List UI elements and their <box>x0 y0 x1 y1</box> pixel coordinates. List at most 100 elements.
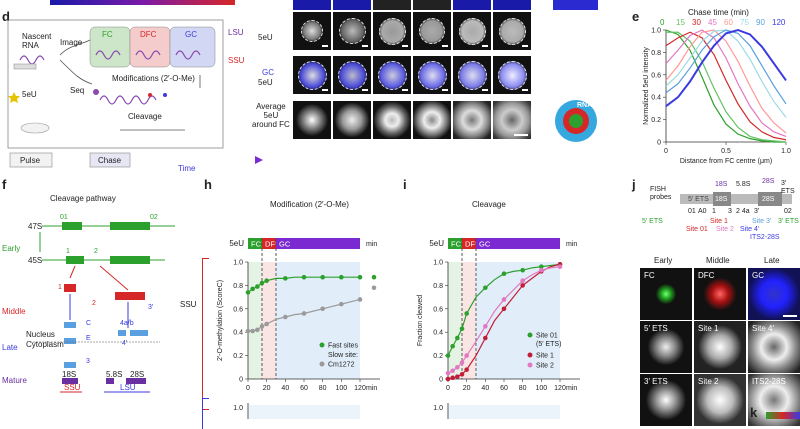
h-point <box>283 276 288 281</box>
h-extra-point <box>371 285 377 291</box>
micro-top-1 <box>293 0 331 10</box>
panel-h-side-label: SSU <box>180 300 197 309</box>
chase-time-0: 0 <box>660 18 665 27</box>
i-bg-GC <box>476 262 560 379</box>
i-point <box>445 370 451 376</box>
site-4ab: 4a/b <box>120 320 134 327</box>
i-point <box>455 335 460 341</box>
label-modifications: Modifications (2′-O-Me) <box>112 74 195 83</box>
j-3ets: 3′ ETS <box>640 374 692 426</box>
panel-d-label: d <box>2 9 10 24</box>
e-ylabel: Normalized 5eU intensity <box>643 47 650 125</box>
label-lsu: LSU <box>228 28 244 37</box>
h-legend-fast-marker <box>319 342 325 348</box>
i-point <box>459 372 465 377</box>
micro-top-5 <box>453 0 491 10</box>
h-ytick-label: 0.8 <box>233 283 243 290</box>
pathway-graphics <box>30 222 175 393</box>
h-point <box>339 274 344 280</box>
h-ytick-label: 0.6 <box>233 306 243 313</box>
h-point <box>250 286 255 292</box>
chase-time-75: 75 <box>740 18 749 27</box>
e-xtick-label: 0.5 <box>721 148 731 155</box>
panel-j-label: j <box>632 177 636 192</box>
e-series-line-15 <box>666 31 787 143</box>
h-extra-point <box>371 274 377 280</box>
panel-h-bracket-2 <box>202 398 209 429</box>
i-legend-s01: Site 01 <box>536 333 558 340</box>
i-point <box>450 375 455 381</box>
map-3: 3 <box>728 208 732 215</box>
micro-5eu-6 <box>493 12 531 50</box>
h-point <box>339 301 344 307</box>
j-gc: GC <box>748 268 800 320</box>
ssu-label: SSU <box>64 383 81 392</box>
e-xtick-label: 0 <box>664 148 668 155</box>
row-label-5eu-2: 5eU <box>258 78 273 87</box>
h-point <box>301 311 307 316</box>
panel-e-chase-times: 0 15 30 45 60 75 90 120 <box>660 18 795 28</box>
map-28s-label: 28S <box>762 196 775 203</box>
micro-gc-2 <box>333 56 371 94</box>
i-xtick-label: 120 <box>554 385 566 392</box>
i-line-0 <box>447 263 561 356</box>
map-01: 01 <box>688 208 696 215</box>
i-phase-FC <box>448 238 462 249</box>
map-18s-label: 18S <box>715 196 728 203</box>
i-ytick-label: 0.8 <box>433 283 443 290</box>
chase-time-60: 60 <box>724 18 733 27</box>
i-xtick-label: 100 <box>535 385 547 392</box>
workflow-diagram <box>7 0 263 168</box>
h-xtick-label: 20 <box>263 385 271 392</box>
panel-e-label: e <box>632 9 640 24</box>
label-nascent-rna: Nascent RNA <box>22 32 52 50</box>
micro-top-4 <box>413 0 451 10</box>
probe-3ets: 3′ ETS <box>778 218 799 225</box>
h-legend-fast: Fast sites <box>328 343 358 350</box>
e-ytick-label: 0.4 <box>651 95 661 102</box>
h-xtick-label: 120 <box>354 385 366 392</box>
i-point <box>539 267 544 273</box>
label-dfc: DFC <box>140 30 157 39</box>
i-legend-s1: Site 1 <box>536 353 554 360</box>
e-ytick-label: 1.0 <box>651 28 661 35</box>
i-xtick-label: 60 <box>500 385 508 392</box>
map-02: 02 <box>784 208 792 215</box>
micro-avg-1 <box>293 101 331 139</box>
h-point <box>283 314 288 320</box>
row-label-gc: GC <box>262 68 274 77</box>
site-01: 01 <box>60 214 68 221</box>
i-legend-s2-marker <box>527 362 533 368</box>
micro-top-7 <box>553 0 598 10</box>
map-58s: 5.8S <box>736 181 751 188</box>
h-phase-label-DFC: DFC <box>265 240 281 249</box>
h-xtick-label: 0 <box>246 385 250 392</box>
e-series-line-30 <box>665 31 787 141</box>
i-point <box>455 365 460 370</box>
h-min-top: min <box>366 241 377 248</box>
chase-time-90: 90 <box>756 18 765 27</box>
h-point <box>264 278 269 284</box>
site-4prime: 4′ <box>122 340 128 347</box>
h-ytick-label-2: 1.0 <box>233 405 243 412</box>
e-series-line-0 <box>665 29 786 143</box>
i-xtick-label: 80 <box>519 385 527 392</box>
panel-i-title: Cleavage <box>472 200 506 209</box>
h-ytick-label: 0 <box>239 377 243 384</box>
i-point <box>557 264 563 269</box>
h-xtick-label: 80 <box>319 385 327 392</box>
micro-gc-6 <box>493 56 531 94</box>
h-legend-slow-header: Slow site: <box>328 352 358 359</box>
stage-late: Late <box>2 343 18 352</box>
micro-5eu-2 <box>333 12 371 50</box>
panel-d-schematic: Nascent RNA Image Seq FC DFC GC LSU SSU … <box>0 0 265 173</box>
e-series-line-45 <box>665 29 787 137</box>
i-phase-DFC <box>462 238 476 249</box>
micro-gc-1 <box>293 56 331 94</box>
e-xtick-label: 1.0 <box>781 148 791 155</box>
species-45s: 45S <box>28 256 43 265</box>
i-ylabel: Fraction cleaved <box>417 295 424 346</box>
i-ytick-label: 0.2 <box>433 353 443 360</box>
micro-avg-6 <box>493 101 531 139</box>
